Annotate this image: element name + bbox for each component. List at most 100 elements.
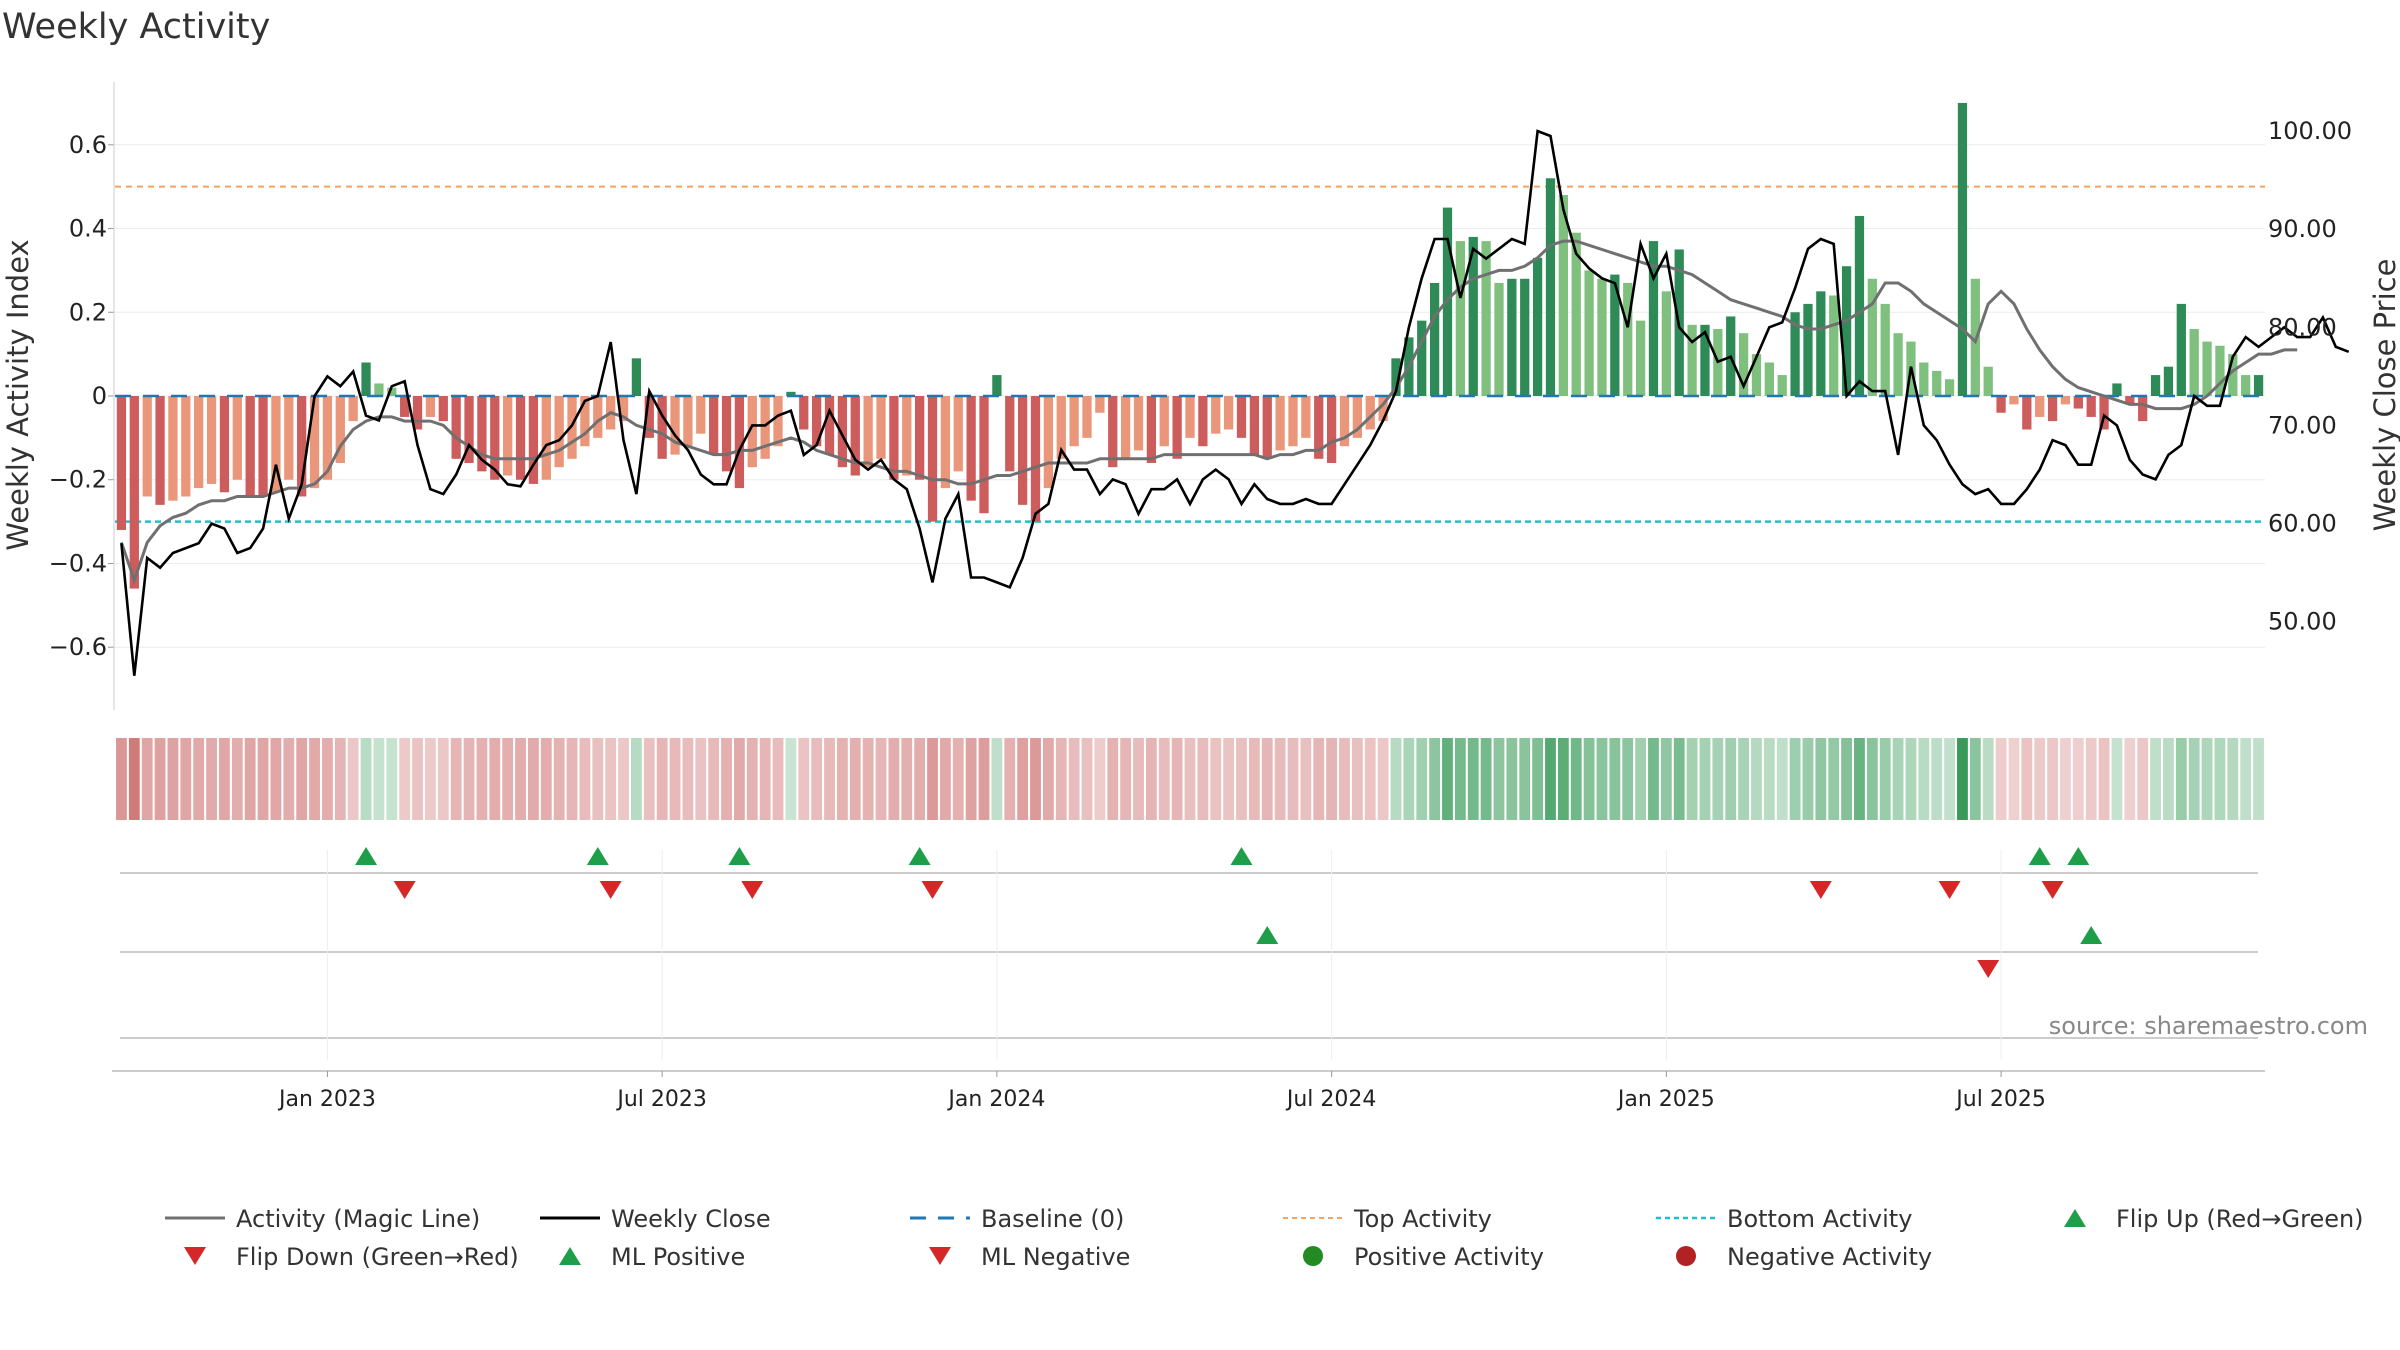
legend-label: Weekly Close <box>611 1205 771 1233</box>
heat-strip-cell <box>952 738 964 820</box>
heat-strip-cell <box>1635 738 1647 820</box>
flip-down-marker <box>599 881 622 899</box>
heat-strip-cell <box>875 738 887 820</box>
heat-strip-cell <box>296 738 308 820</box>
activity-bar <box>2150 375 2161 396</box>
heat-strip-cell <box>309 738 320 820</box>
heat-strip-cell <box>412 738 423 820</box>
ml-negative-marker <box>1977 960 2000 978</box>
activity-bar <box>863 396 873 468</box>
activity-bar <box>1494 282 1504 396</box>
heat-strip-cell <box>1094 738 1106 820</box>
legend-item: Flip Up (Red→Green) <box>2064 1205 2364 1233</box>
legend-item: Positive Activity <box>1303 1243 1544 1271</box>
activity-bar <box>580 396 590 447</box>
heat-strip-cell <box>476 738 488 820</box>
heat-strip-cell <box>1622 738 1634 820</box>
heat-strip-cell <box>1841 738 1852 820</box>
activity-bar <box>1288 396 1298 447</box>
activity-bar <box>1661 291 1671 396</box>
heat-strip-cell <box>1480 738 1492 820</box>
activity-bar <box>1507 278 1517 396</box>
heat-strip-cell <box>528 738 539 820</box>
heat-strip-cell <box>669 738 681 820</box>
y-tick-label-right: 100.00 <box>2268 117 2352 145</box>
axes: −0.6 −0.4 −0.2 0 0.2 0.4 0.6 50.00 60.00 70.00 80.… <box>49 82 2352 710</box>
heat-strip-cell <box>1055 738 1067 820</box>
legend-label: Activity (Magic Line) <box>236 1205 480 1233</box>
legend-label: Baseline (0) <box>981 1205 1124 1233</box>
heat-strip-cell <box>515 738 526 820</box>
heat-strip-cell <box>1557 738 1569 820</box>
activity-bar <box>2022 396 2032 430</box>
activity-bar <box>567 396 577 459</box>
activity-bar <box>232 396 242 480</box>
activity-bar <box>593 396 603 438</box>
activity-bar <box>1352 396 1362 438</box>
activity-bar <box>1365 396 1375 430</box>
activity-bar <box>1223 396 1234 430</box>
activity-bar <box>1172 396 1182 459</box>
activity-bar <box>709 396 719 455</box>
heat-strip-cell <box>1390 738 1402 820</box>
flip-down-marker <box>1809 881 1832 899</box>
heat-strip-cell <box>1223 738 1235 820</box>
heat-strip-cell <box>1957 738 1968 820</box>
activity-bar <box>1777 375 1787 396</box>
weekly-close-line <box>120 129 2350 676</box>
activity-bar <box>940 396 951 489</box>
heat-strip-cell <box>1673 738 1685 820</box>
activity-bar <box>464 396 474 463</box>
activity-bar <box>258 396 268 497</box>
heat-strip-cell <box>1931 738 1943 820</box>
activity-bar <box>979 396 989 514</box>
flip-up-marker <box>2028 847 2051 865</box>
y-tick-label-left: 0.2 <box>69 298 107 326</box>
activity-bar <box>1159 396 1169 447</box>
heat-strip-cell <box>2150 738 2161 820</box>
heat-strip-cell <box>1660 738 1672 820</box>
legend-item: Weekly Close <box>540 1205 771 1233</box>
heat-strip-cell <box>1506 738 1518 820</box>
activity-bar <box>271 396 281 493</box>
activity-bar <box>1571 232 1581 396</box>
activity-bar <box>1082 396 1092 438</box>
activity-bar <box>1133 396 1144 451</box>
legend-item: Negative Activity <box>1676 1243 1932 1271</box>
y-tick-label-left: 0.6 <box>69 131 107 159</box>
activity-bar <box>1700 324 1710 396</box>
x-tick-label: Jan 2023 <box>277 1087 376 1112</box>
activity-bar <box>1764 362 1774 396</box>
activity-bar <box>1957 102 1968 396</box>
magic-line <box>119 239 2298 585</box>
chart-title: Weekly Activity <box>2 7 270 47</box>
activity-bar <box>2125 396 2135 405</box>
activity-bar <box>155 396 165 505</box>
legend-item: Bottom Activity <box>1656 1205 1912 1233</box>
activity-bar <box>824 396 835 455</box>
legend-swatch <box>184 1247 206 1265</box>
heat-strip-cell <box>1068 738 1080 820</box>
activity-bar <box>1996 396 2006 413</box>
heat-strip-cell <box>1042 738 1054 820</box>
activity-bar <box>773 396 783 447</box>
activity-bar <box>734 396 745 489</box>
heat-strip-cell <box>2047 738 2058 820</box>
activity-bar <box>528 396 539 484</box>
activity-bar <box>1481 241 1491 396</box>
legend-label: Flip Up (Red→Green) <box>2116 1205 2364 1233</box>
heat-strip-cell <box>721 738 732 820</box>
activity-bar <box>683 396 693 447</box>
heat-strip-cell <box>1789 738 1801 820</box>
flip-down-marker <box>2041 881 2064 899</box>
activity-bar <box>1919 362 1929 396</box>
legend-label: ML Positive <box>611 1243 745 1271</box>
heat-strip-cell <box>463 738 475 820</box>
heat-strip-cell <box>206 738 217 820</box>
activity-bar <box>1455 241 1465 396</box>
y-tick-label-right: 60.00 <box>2268 510 2337 538</box>
heat-strip-cell <box>772 738 784 820</box>
activity-bar <box>953 396 963 472</box>
activity-bar <box>1584 270 1594 396</box>
